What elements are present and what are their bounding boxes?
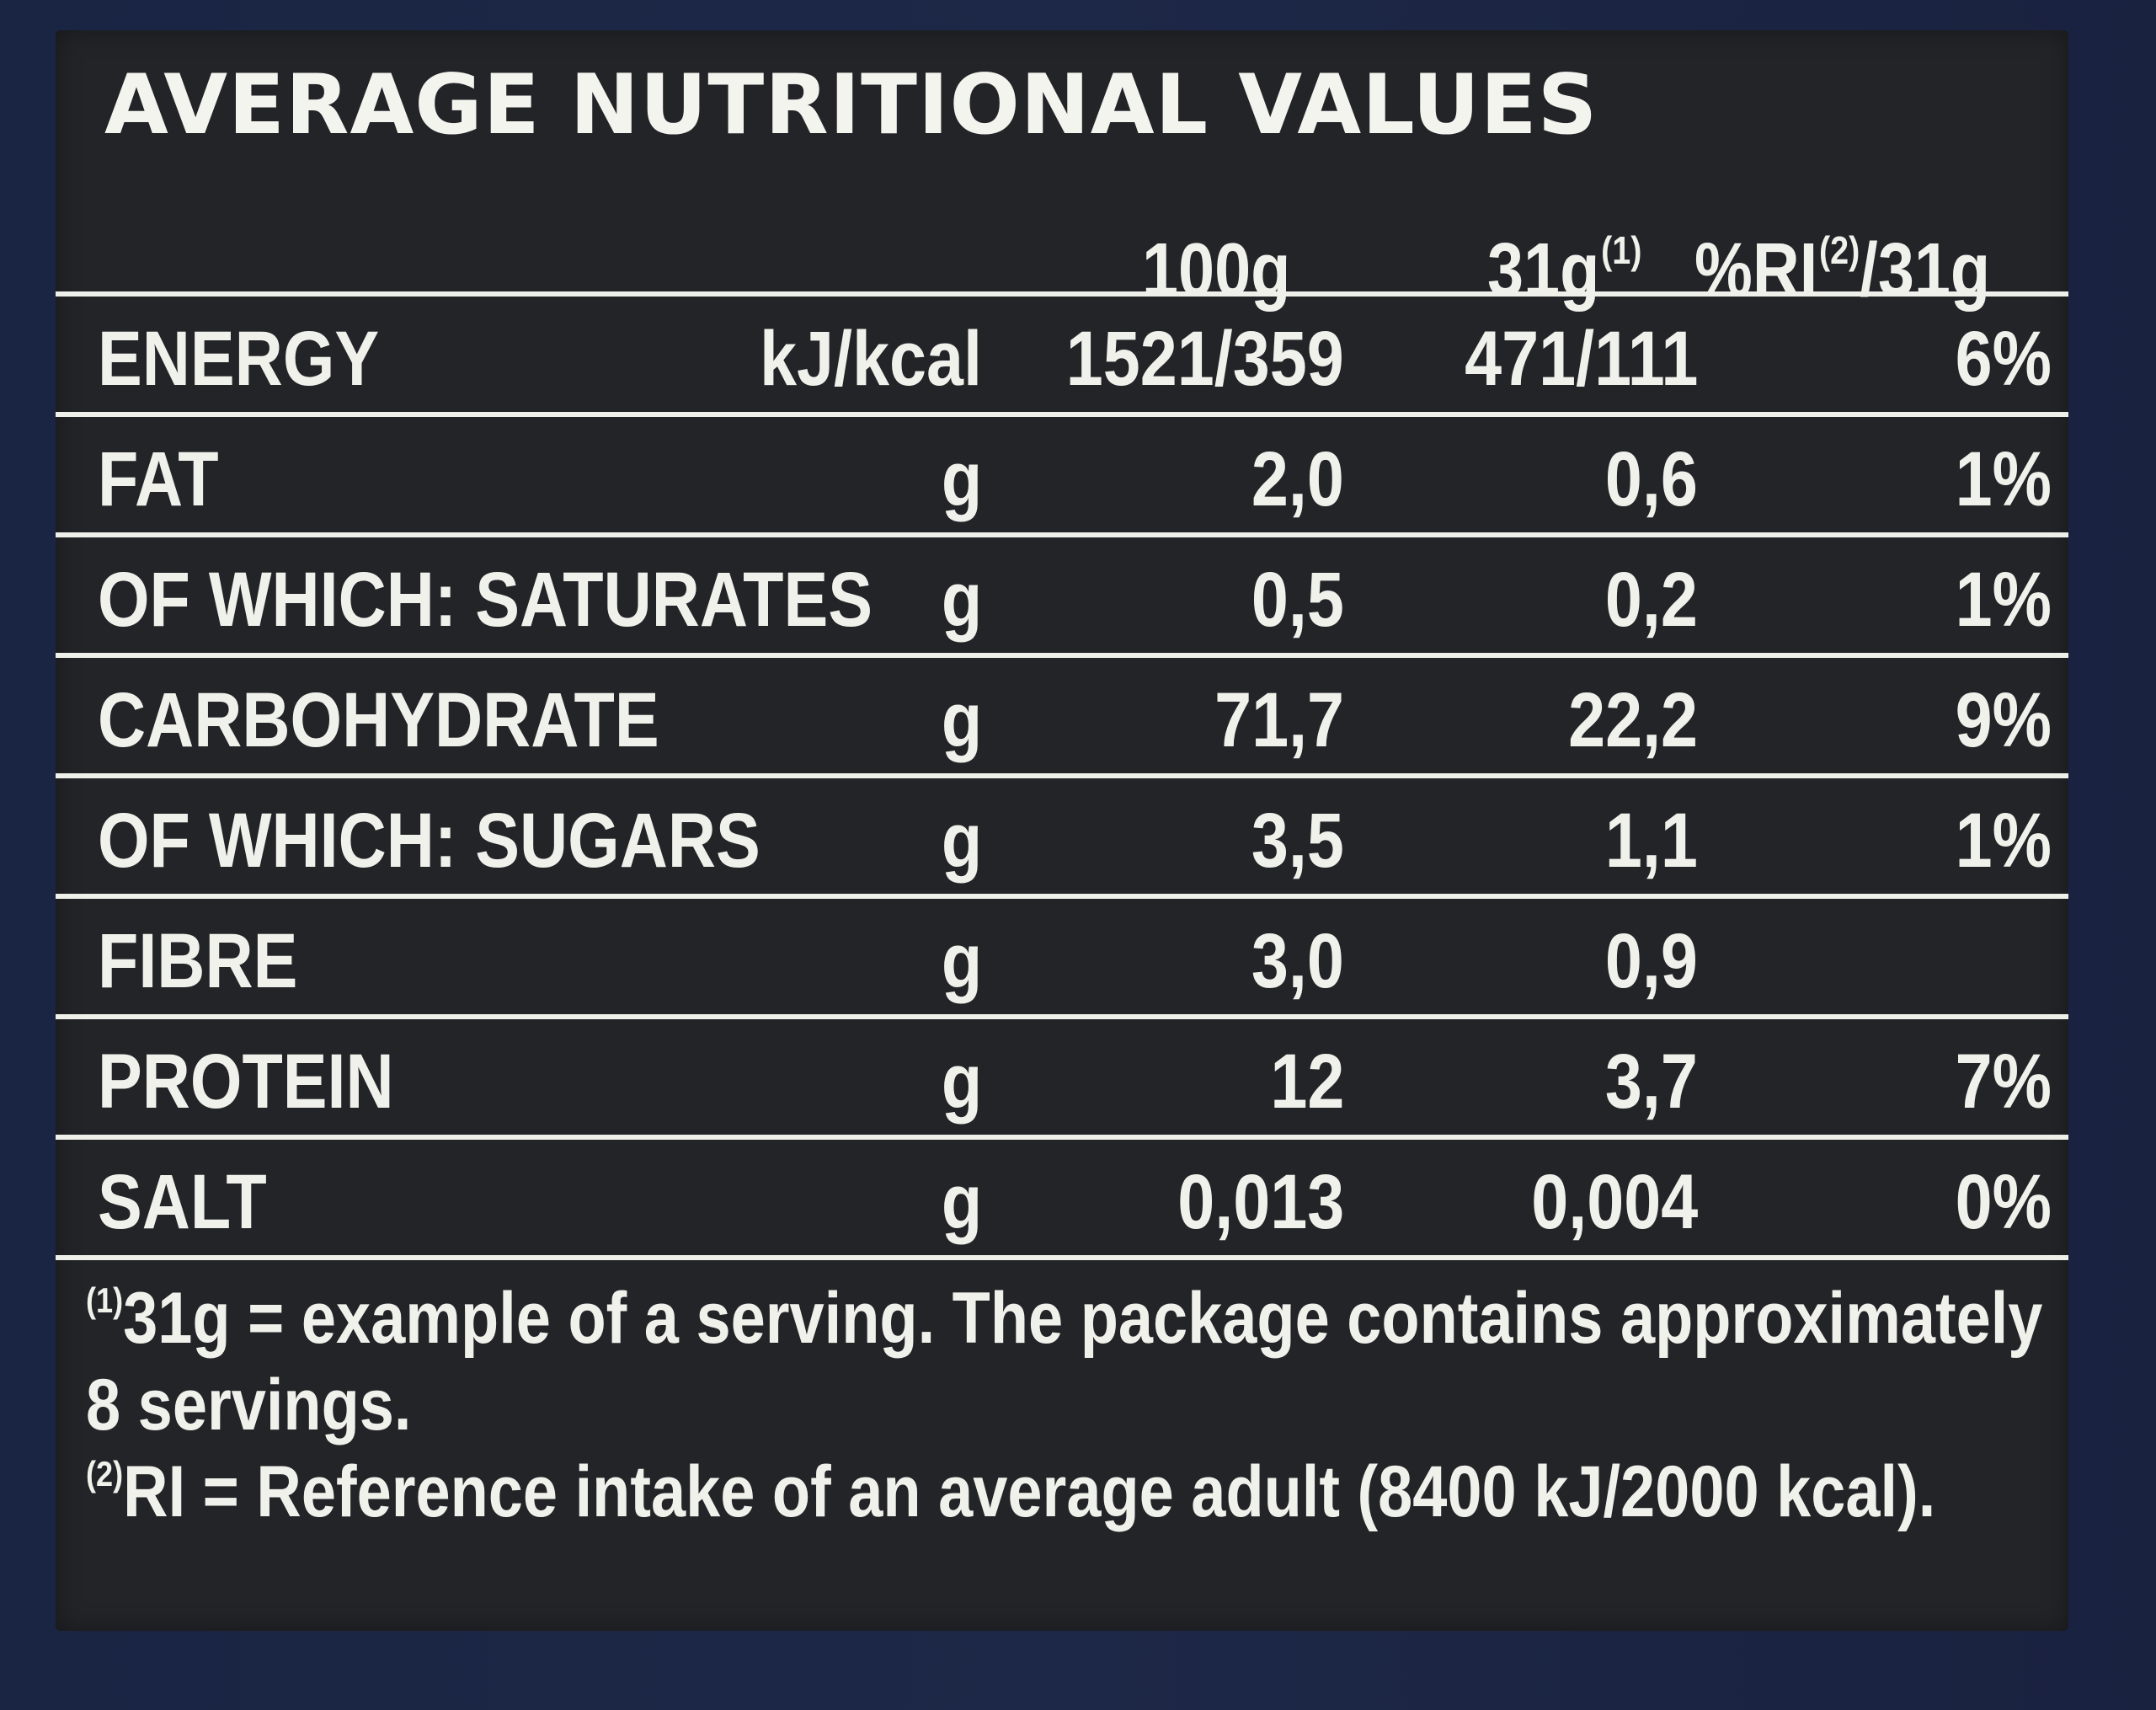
nutrient-unit: kJ/kcal — [760, 316, 982, 402]
value-ri: 9% — [1955, 677, 2052, 763]
value-per-100g: 0,5 — [1251, 557, 1344, 643]
nutrient-name: SALT — [98, 1159, 267, 1245]
table-row-carbohydrate: CARBOHYDRATE g 71,7 22,2 9% — [56, 653, 2068, 773]
value-per-serving: 0,9 — [1605, 918, 1698, 1004]
value-ri: 1% — [1955, 798, 2052, 884]
nutrient-unit: g — [941, 436, 982, 522]
nutrient-unit: g — [941, 677, 982, 763]
footnotes: (1)31g = example of a serving. The packa… — [86, 1275, 2057, 1536]
nutrition-panel: AVERAGE NUTRITIONAL VALUES 100g 31g(1) %… — [56, 30, 2068, 1631]
nutrient-unit: g — [941, 798, 982, 884]
table-row-protein: PROTEIN g 12 3,7 7% — [56, 1014, 2068, 1135]
table-row-sugars: OF WHICH: SUGARS g 3,5 1,1 1% — [56, 773, 2068, 894]
footnote-2-text: RI = Reference intake of an average adul… — [123, 1451, 1936, 1533]
value-ri: 7% — [1955, 1039, 2052, 1125]
footnote-2: (2)RI = Reference intake of an average a… — [86, 1449, 1935, 1536]
footnote-2-marker: (2) — [86, 1454, 124, 1494]
value-per-serving: 0,6 — [1605, 436, 1698, 522]
value-per-100g: 3,5 — [1251, 798, 1344, 884]
nutrient-name: ENERGY — [98, 316, 380, 402]
value-per-serving: 0,004 — [1530, 1159, 1698, 1245]
footnote-marker-2: (2) — [1818, 228, 1860, 272]
value-ri: 1% — [1955, 557, 2052, 643]
nutrient-unit: g — [941, 557, 982, 643]
column-header-row: 100g 31g(1) %RI(2)/31g — [56, 189, 2068, 308]
value-per-100g: 1521/359 — [1065, 316, 1344, 402]
value-ri: 1% — [1955, 436, 2052, 522]
table-row-salt: SALT g 0,013 0,004 0% — [56, 1135, 2068, 1260]
footnote-1-line-1: (1)31g = example of a serving. The packa… — [86, 1275, 2042, 1362]
nutrient-name: OF WHICH: SUGARS — [98, 798, 760, 884]
table-row-saturates: OF WHICH: SATURATES g 0,5 0,2 1% — [56, 532, 2068, 653]
value-per-serving: 0,2 — [1605, 557, 1698, 643]
value-ri: 6% — [1955, 316, 2052, 402]
footnote-1-text: 31g = example of a serving. The package … — [123, 1278, 2043, 1359]
nutrient-name: OF WHICH: SATURATES — [98, 557, 873, 643]
value-per-serving: 471/111 — [1464, 316, 1698, 402]
value-per-serving: 1,1 — [1605, 798, 1698, 884]
nutrient-name: FAT — [98, 436, 219, 522]
value-per-100g: 12 — [1269, 1039, 1344, 1125]
value-per-serving: 3,7 — [1605, 1039, 1698, 1125]
footnote-2-line: (2)RI = Reference intake of an average a… — [86, 1449, 1935, 1536]
nutrient-unit: g — [941, 918, 982, 1004]
table-row-energy: ENERGY kJ/kcal 1521/359 471/111 6% — [56, 291, 2068, 412]
value-ri: 0% — [1955, 1159, 2052, 1245]
nutrition-table: ENERGY kJ/kcal 1521/359 471/111 6% FAT g… — [56, 291, 2068, 1260]
value-per-serving: 22,2 — [1568, 677, 1698, 763]
footnote-1-marker: (1) — [86, 1280, 124, 1320]
footnote-1-line-2: 8 servings. — [86, 1365, 412, 1446]
nutrient-name: PROTEIN — [98, 1039, 394, 1125]
table-row-fat: FAT g 2,0 0,6 1% — [56, 412, 2068, 532]
nutrient-unit: g — [941, 1039, 982, 1125]
nutrient-unit: g — [941, 1159, 982, 1245]
footnote-marker-1: (1) — [1601, 228, 1642, 272]
table-row-fibre: FIBRE g 3,0 0,9 — [56, 894, 2068, 1014]
value-per-100g: 3,0 — [1251, 918, 1344, 1004]
label-title: AVERAGE NUTRITIONAL VALUES — [104, 57, 1598, 153]
footnote-1: (1)31g = example of a serving. The packa… — [86, 1275, 2042, 1449]
value-per-100g: 0,013 — [1177, 1159, 1344, 1245]
nutrient-name: FIBRE — [98, 918, 298, 1004]
value-per-100g: 2,0 — [1251, 436, 1344, 522]
value-per-100g: 71,7 — [1214, 677, 1344, 763]
nutrient-name: CARBOHYDRATE — [98, 677, 659, 763]
